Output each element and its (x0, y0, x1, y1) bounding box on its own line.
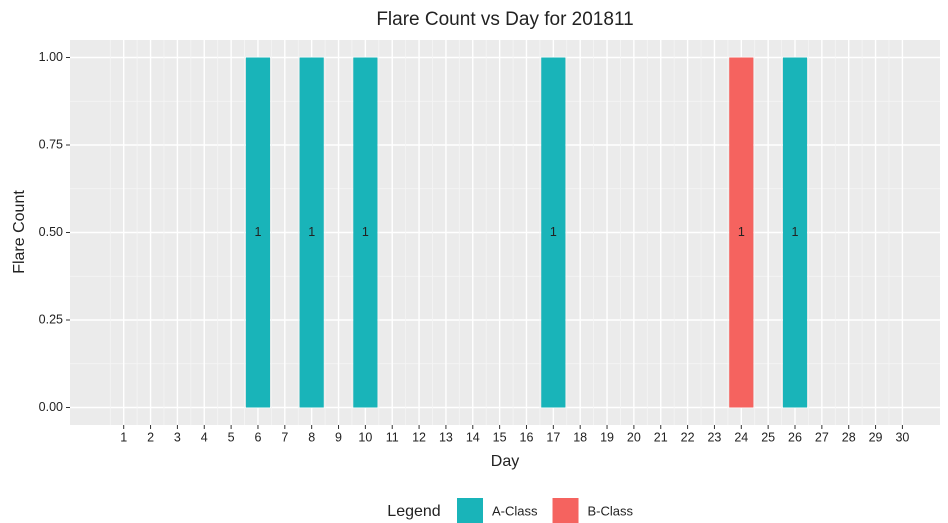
x-tick-label: 10 (358, 430, 372, 444)
y-axis-label: Flare Count (11, 190, 28, 274)
bar (353, 57, 378, 408)
x-tick-label: 21 (654, 430, 668, 444)
x-tick-label: 14 (466, 430, 480, 444)
value-label: 1 (308, 225, 315, 239)
y-tick-label: 0.25 (39, 312, 63, 326)
x-tick-label: 11 (386, 430, 399, 444)
y-tick-label: 0.00 (39, 400, 63, 414)
value-label: 1 (254, 225, 261, 239)
y-tick-label: 0.75 (39, 137, 63, 151)
x-tick-label: 23 (707, 430, 721, 444)
x-tick-label: 19 (600, 430, 614, 444)
x-tick-label: 29 (869, 430, 883, 444)
x-tick-label: 28 (842, 430, 856, 444)
x-tick-label: 17 (546, 430, 560, 444)
x-tick-label: 12 (412, 430, 426, 444)
x-axis-label: Day (491, 453, 519, 470)
x-tick-label: 27 (815, 430, 829, 444)
bar (782, 57, 808, 408)
legend-label: A-Class (492, 503, 538, 518)
value-label: 1 (362, 225, 369, 239)
x-tick-label: 7 (281, 430, 288, 444)
legend-key (552, 498, 579, 523)
x-tick-label: 8 (308, 430, 315, 444)
y-tick-label: 0.50 (39, 225, 63, 239)
bar (245, 57, 271, 408)
legend-key (457, 498, 483, 523)
x-tick-label: 13 (439, 430, 453, 444)
x-tick-label: 5 (228, 430, 235, 444)
x-tick-label: 26 (788, 430, 802, 444)
x-tick-label: 1 (120, 430, 127, 444)
x-tick-label: 16 (520, 430, 534, 444)
x-tick-label: 4 (201, 430, 208, 444)
chart-title: Flare Count vs Day for 201811 (376, 9, 633, 30)
bar (299, 57, 324, 408)
value-label: 1 (550, 225, 557, 239)
x-tick-label: 3 (174, 430, 181, 444)
legend-title: Legend (387, 503, 440, 520)
value-label: 1 (738, 225, 745, 239)
bar (729, 57, 754, 408)
x-tick-label: 25 (761, 430, 775, 444)
x-tick-label: 15 (493, 430, 507, 444)
x-tick-label: 18 (573, 430, 587, 444)
value-label: 1 (792, 225, 799, 239)
x-tick-label: 20 (627, 430, 641, 444)
x-tick-label: 30 (895, 430, 909, 444)
x-tick-label: 9 (335, 430, 342, 444)
x-tick-label: 6 (254, 430, 261, 444)
legend-label: B-Class (588, 503, 634, 518)
x-tick-label: 24 (734, 430, 748, 444)
x-tick-label: 2 (147, 430, 154, 444)
bar (541, 57, 566, 408)
x-tick-label: 22 (681, 430, 695, 444)
y-tick-label: 1.00 (39, 50, 63, 64)
